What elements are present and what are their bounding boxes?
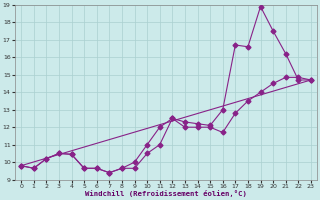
X-axis label: Windchill (Refroidissement éolien,°C): Windchill (Refroidissement éolien,°C) — [85, 190, 247, 197]
